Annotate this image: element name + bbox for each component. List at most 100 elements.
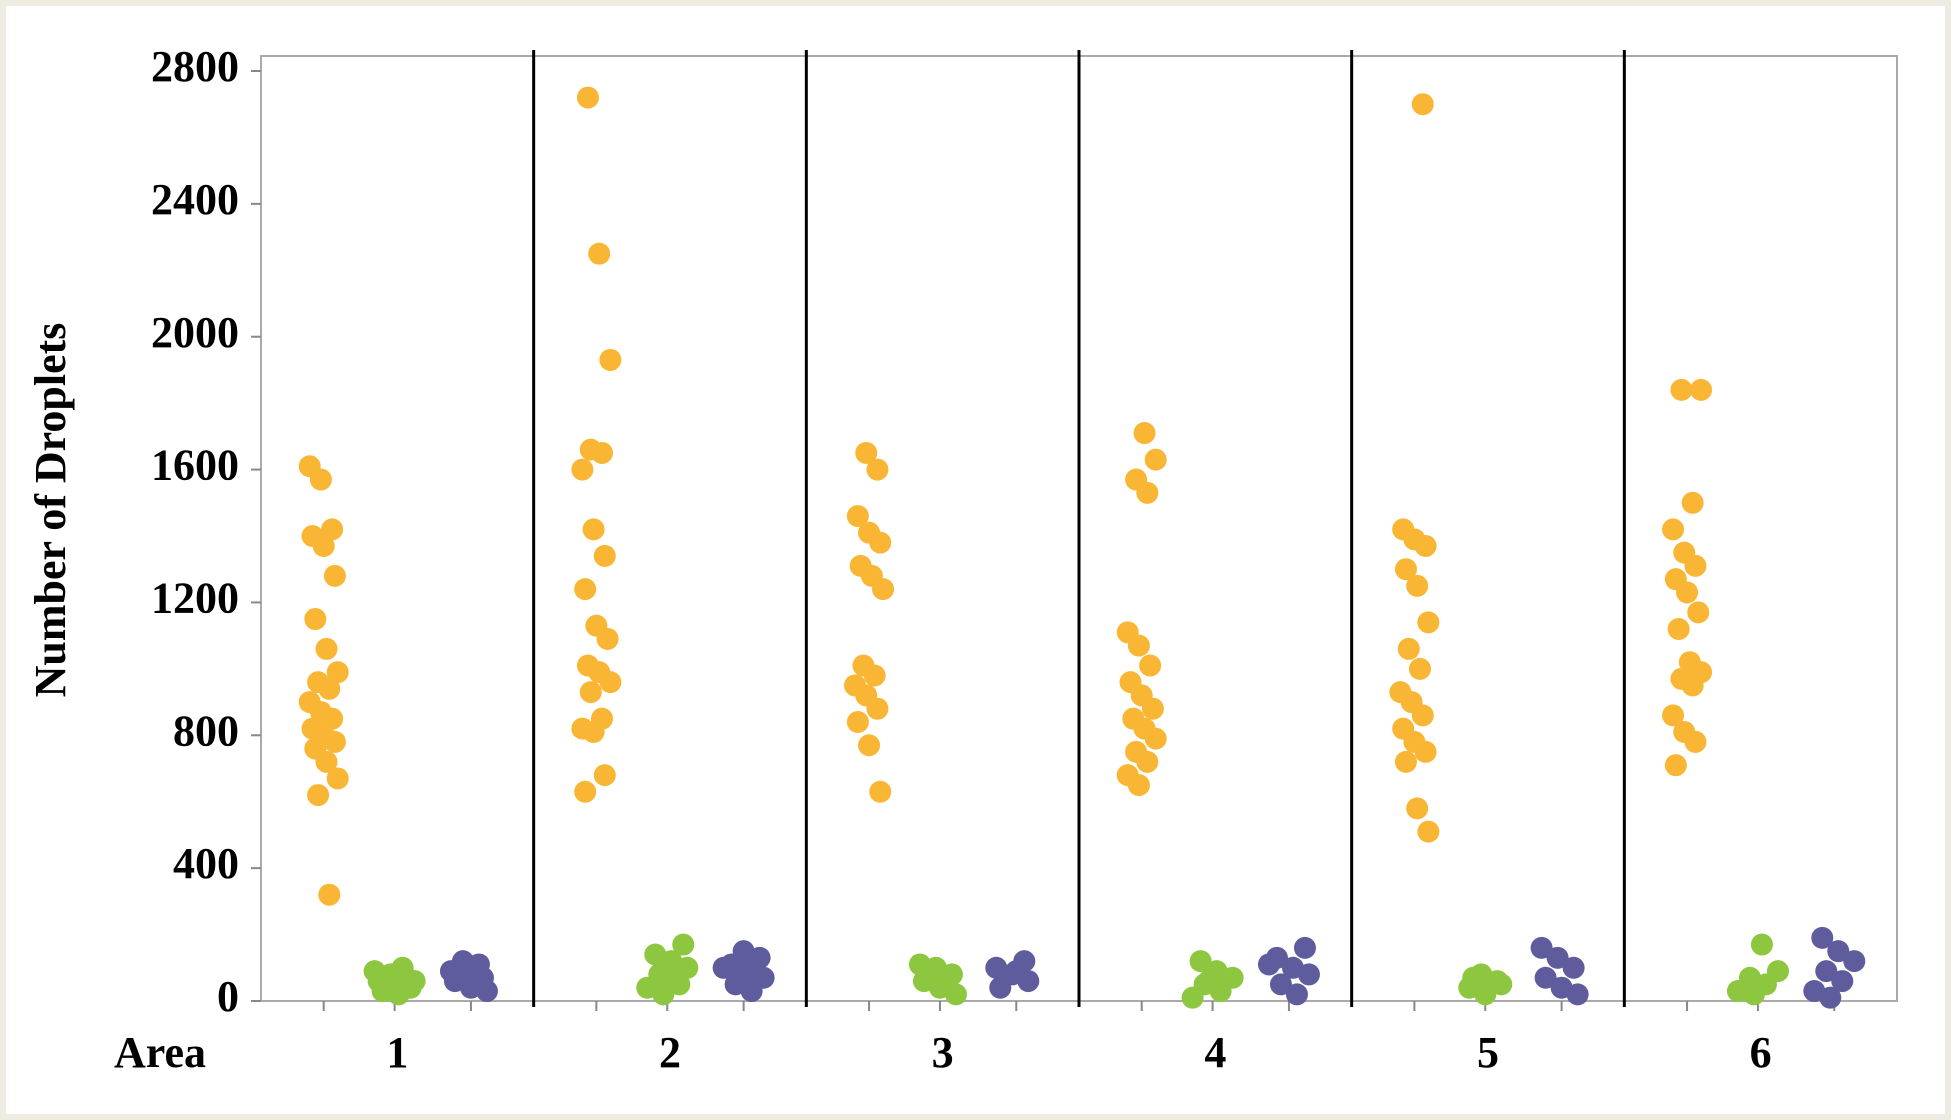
point bbox=[1269, 973, 1292, 996]
point bbox=[571, 458, 594, 481]
point bbox=[1127, 774, 1150, 797]
y-tick-label: 800 bbox=[173, 706, 239, 755]
point bbox=[579, 681, 602, 704]
point bbox=[1815, 960, 1838, 983]
point bbox=[1681, 491, 1704, 514]
x-tick-label: 2 bbox=[659, 1028, 681, 1077]
point bbox=[1297, 963, 1320, 986]
point bbox=[1566, 983, 1589, 1006]
point bbox=[1144, 727, 1167, 750]
point bbox=[866, 458, 889, 481]
point bbox=[668, 973, 691, 996]
point bbox=[326, 767, 349, 790]
point bbox=[846, 711, 869, 733]
y-tick-label: 0 bbox=[217, 972, 239, 1021]
point bbox=[1819, 986, 1842, 1009]
y-tick-label: 2000 bbox=[151, 308, 239, 357]
point bbox=[1546, 946, 1569, 969]
point bbox=[712, 956, 735, 979]
point bbox=[944, 983, 967, 1006]
point bbox=[326, 661, 349, 684]
point bbox=[1144, 448, 1167, 471]
point bbox=[1490, 973, 1513, 996]
point bbox=[307, 784, 330, 807]
point bbox=[593, 764, 616, 787]
point bbox=[1662, 704, 1685, 727]
point bbox=[1257, 953, 1280, 976]
point bbox=[1411, 93, 1434, 116]
point bbox=[866, 697, 889, 720]
point bbox=[596, 627, 619, 650]
point bbox=[1127, 634, 1150, 657]
point bbox=[1667, 618, 1690, 640]
point bbox=[315, 750, 338, 773]
point bbox=[1406, 797, 1429, 820]
point bbox=[475, 980, 498, 1003]
point bbox=[593, 544, 616, 567]
point bbox=[1474, 983, 1497, 1006]
point bbox=[1681, 674, 1704, 697]
point bbox=[1530, 936, 1553, 959]
point bbox=[1843, 950, 1866, 973]
point bbox=[588, 242, 611, 265]
point bbox=[1406, 574, 1429, 597]
point bbox=[312, 534, 335, 557]
point bbox=[582, 720, 605, 743]
point bbox=[318, 883, 341, 906]
x-tick-label: 3 bbox=[932, 1028, 954, 1077]
point bbox=[869, 531, 892, 554]
x-tick-label: 1 bbox=[386, 1028, 408, 1077]
point bbox=[1141, 697, 1164, 720]
x-tick-label: 5 bbox=[1477, 1028, 1499, 1077]
y-tick-label: 1200 bbox=[151, 574, 239, 623]
point bbox=[1285, 983, 1308, 1006]
point bbox=[1827, 940, 1850, 963]
point bbox=[323, 564, 346, 587]
point bbox=[740, 980, 763, 1003]
point bbox=[599, 671, 622, 694]
point bbox=[1394, 558, 1417, 581]
point bbox=[403, 970, 426, 993]
point bbox=[1750, 933, 1773, 956]
point bbox=[855, 441, 878, 464]
point bbox=[869, 780, 892, 803]
point bbox=[318, 677, 341, 700]
point bbox=[1684, 730, 1707, 753]
point bbox=[1684, 554, 1707, 577]
point bbox=[916, 966, 939, 989]
point bbox=[1662, 518, 1685, 541]
point bbox=[1136, 481, 1159, 504]
point bbox=[1197, 970, 1220, 993]
point bbox=[1394, 750, 1417, 773]
point bbox=[321, 707, 344, 730]
point bbox=[1687, 601, 1710, 624]
x-tick-label: 6 bbox=[1750, 1028, 1772, 1077]
point bbox=[872, 578, 895, 601]
point bbox=[375, 976, 398, 999]
point bbox=[846, 505, 869, 528]
point bbox=[1690, 378, 1713, 401]
point bbox=[1293, 936, 1316, 959]
point bbox=[1534, 966, 1557, 989]
x-tick-label: 4 bbox=[1204, 1028, 1226, 1077]
point bbox=[1189, 950, 1212, 973]
y-axis-label: Number of Droplets bbox=[26, 323, 75, 698]
x-axis-label: Area bbox=[114, 1028, 206, 1077]
point bbox=[1139, 654, 1162, 677]
point bbox=[1831, 970, 1854, 993]
point bbox=[1414, 534, 1437, 557]
point bbox=[1005, 960, 1028, 983]
y-tick-label: 2800 bbox=[151, 42, 239, 91]
point bbox=[1181, 986, 1204, 1009]
point bbox=[582, 518, 605, 541]
point bbox=[321, 518, 344, 541]
point bbox=[1136, 750, 1159, 773]
point bbox=[1417, 611, 1440, 634]
point bbox=[1811, 926, 1834, 949]
point bbox=[1397, 637, 1420, 660]
point bbox=[1462, 966, 1485, 989]
point bbox=[858, 734, 881, 757]
y-tick-label: 1600 bbox=[151, 441, 239, 490]
point bbox=[1133, 422, 1156, 445]
